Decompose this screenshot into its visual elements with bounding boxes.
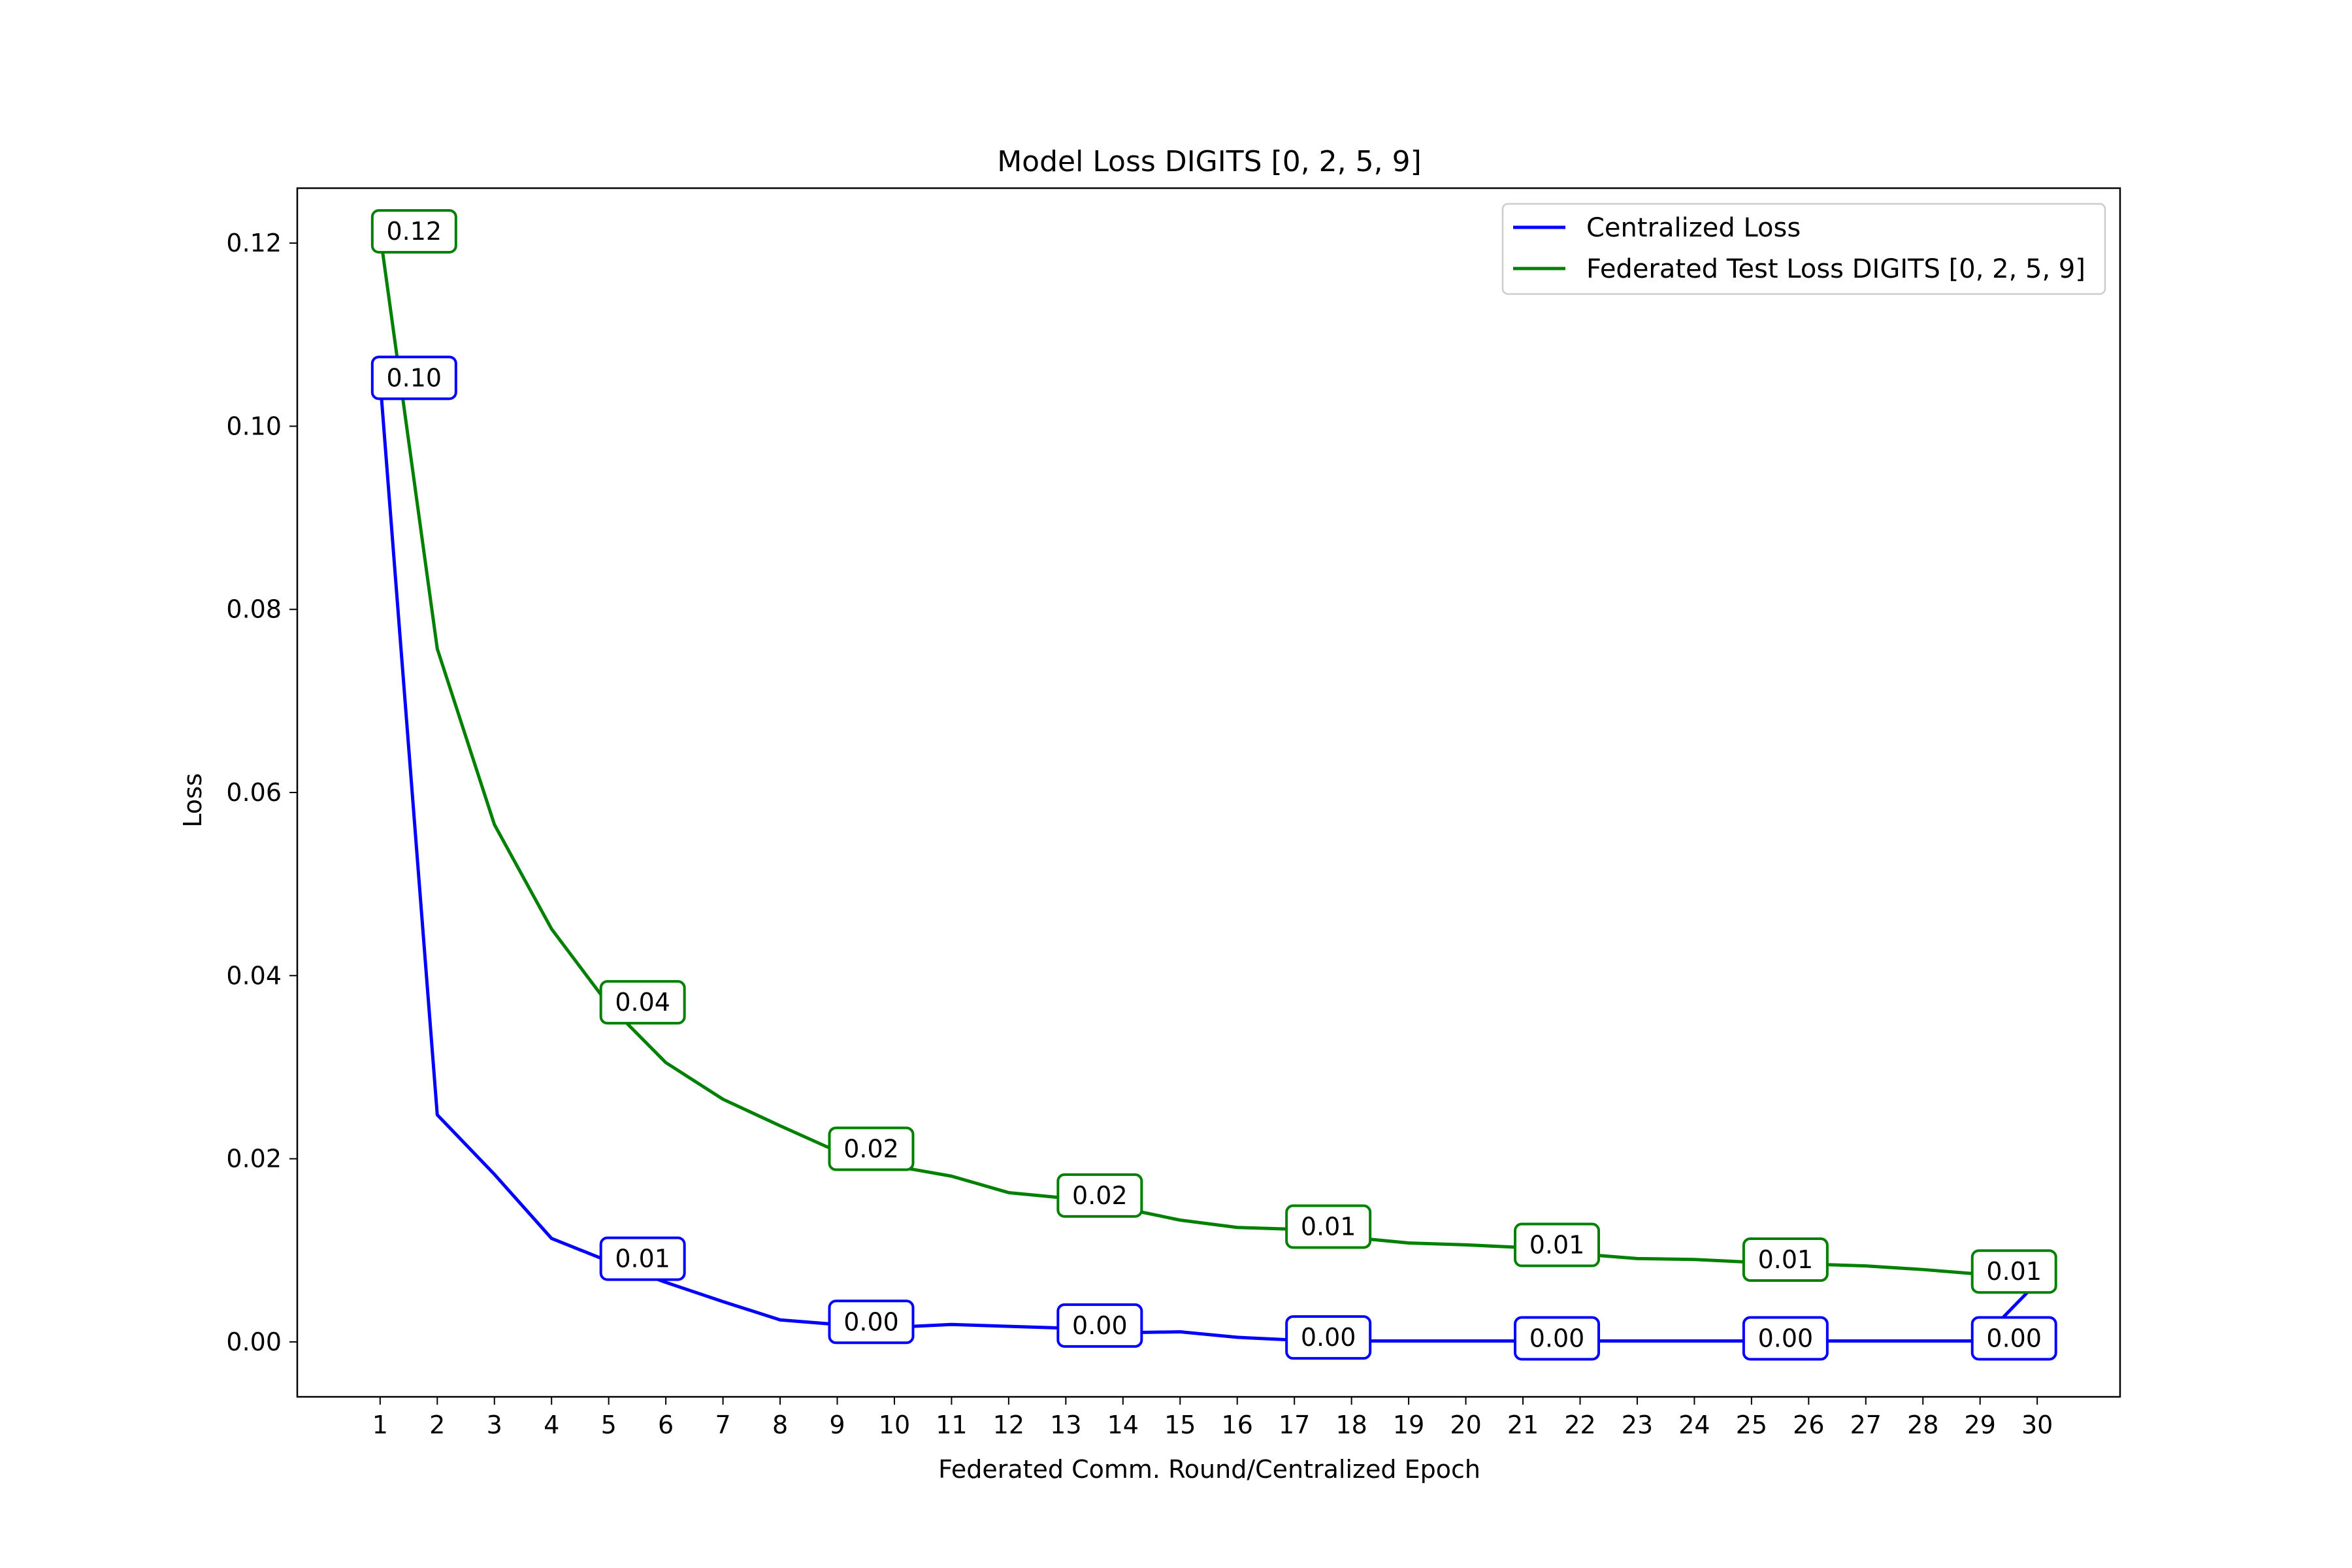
- x-tick-label: 11: [936, 1411, 967, 1439]
- x-tick-label: 3: [487, 1411, 502, 1439]
- x-tick-label: 1: [372, 1411, 388, 1439]
- data-label-text: 0.10: [387, 363, 442, 392]
- legend-label: Centralized Loss: [1586, 213, 1801, 243]
- data-label-text: 0.01: [1758, 1245, 1814, 1274]
- x-tick-label: 14: [1107, 1411, 1139, 1439]
- data-label: 0.01: [1970, 1249, 2057, 1294]
- x-tick-label: 2: [429, 1411, 445, 1439]
- x-tick-label: 22: [1564, 1411, 1595, 1439]
- data-label: 0.01: [1742, 1237, 1829, 1282]
- data-label-box: [599, 1236, 686, 1281]
- axes: 1 2 3 4 5 6 7 8 9 10 11 12 13 14 15 16 17 18 19 20 21 22 23 24 2…: [226, 187, 2121, 1439]
- y-tick-label: 0.06: [226, 778, 282, 807]
- legend-label: Federated Test Loss DIGITS [0, 2, 5, 9]: [1586, 254, 2085, 284]
- data-label: 0.00: [1285, 1315, 1372, 1360]
- data-label-box: [1742, 1237, 1829, 1282]
- data-label-box: [1285, 1315, 1372, 1360]
- data-label: 0.01: [1514, 1222, 1601, 1267]
- data-label: 0.00: [1970, 1316, 2057, 1361]
- data-label-text: 0.00: [843, 1307, 899, 1336]
- data-label: 0.00: [1514, 1316, 1601, 1361]
- plot-area: 0.10 0.01 0.00 0.00 0.00 0.00 0.00 0.00 0.12 0.04…: [370, 209, 2057, 1361]
- y-tick-label: 0.12: [226, 229, 282, 257]
- data-label-text: 0.00: [1529, 1324, 1585, 1353]
- data-label-box: [1970, 1249, 2057, 1294]
- x-tick-label: 12: [993, 1411, 1024, 1439]
- data-label-text: 0.01: [1529, 1231, 1585, 1260]
- data-label: 0.04: [599, 980, 686, 1025]
- data-label-box: [1742, 1316, 1829, 1361]
- data-label-text: 0.01: [1301, 1213, 1356, 1241]
- x-tick-label: 23: [1622, 1411, 1653, 1439]
- x-tick-label: 26: [1793, 1411, 1824, 1439]
- data-label-box: [370, 355, 457, 400]
- x-tick-label: 18: [1335, 1411, 1367, 1439]
- data-label-box: [599, 980, 686, 1025]
- x-tick-label: 7: [715, 1411, 730, 1439]
- data-label: 0.02: [1056, 1173, 1143, 1218]
- data-label-text: 0.01: [615, 1245, 670, 1273]
- x-tick-label: 4: [544, 1411, 559, 1439]
- data-label-text: 0.00: [1758, 1324, 1814, 1353]
- x-tick-label: 15: [1164, 1411, 1196, 1439]
- x-tick-label: 19: [1393, 1411, 1424, 1439]
- y-tick-label: 0.04: [226, 961, 282, 990]
- x-tick-label: 8: [772, 1411, 788, 1439]
- x-tick-label: 5: [601, 1411, 617, 1439]
- data-label-box: [1970, 1316, 2057, 1361]
- data-label: 0.10: [370, 355, 457, 400]
- data-label: 0.01: [599, 1236, 686, 1281]
- x-tick-label: 29: [1965, 1411, 1996, 1439]
- data-label: 0.00: [1056, 1303, 1143, 1348]
- y-axis-label: Loss: [178, 773, 207, 827]
- x-tick-label: 6: [658, 1411, 674, 1439]
- x-tick-label: 21: [1507, 1411, 1539, 1439]
- data-label-text: 0.01: [1986, 1257, 2042, 1286]
- x-tick-label: 17: [1279, 1411, 1310, 1439]
- x-tick-label: 10: [879, 1411, 910, 1439]
- data-label-box: [828, 1126, 915, 1171]
- x-tick-label: 25: [1736, 1411, 1767, 1439]
- data-label-box: [1514, 1316, 1601, 1361]
- data-label: 0.02: [828, 1126, 915, 1171]
- data-label-text: 0.00: [1986, 1324, 2042, 1353]
- data-label-box: [370, 209, 457, 254]
- chart-title: Model Loss DIGITS [0, 2, 5, 9]: [997, 145, 1422, 178]
- legend: Centralized Loss Federated Test Loss DIGI…: [1501, 203, 2106, 295]
- x-tick-label: 30: [2021, 1411, 2053, 1439]
- data-label: 0.00: [828, 1299, 915, 1345]
- x-tick-label: 16: [1222, 1411, 1253, 1439]
- data-label-box: [1056, 1303, 1143, 1348]
- data-label-text: 0.02: [1072, 1181, 1128, 1210]
- data-label-box: [828, 1299, 915, 1345]
- x-tick-label: 24: [1678, 1411, 1710, 1439]
- data-label-box: [1056, 1173, 1143, 1218]
- data-label-text: 0.00: [1301, 1323, 1356, 1352]
- data-label-box: [1514, 1222, 1601, 1267]
- data-label-text: 0.00: [1072, 1311, 1128, 1340]
- legend-frame: [1501, 203, 2106, 295]
- x-tick-label: 13: [1050, 1411, 1081, 1439]
- data-label: 0.01: [1285, 1204, 1372, 1249]
- y-tick-label: 0.08: [226, 595, 282, 624]
- y-tick-label: 0.02: [226, 1145, 282, 1173]
- x-tick-label: 9: [829, 1411, 845, 1439]
- data-label: 0.00: [1742, 1316, 1829, 1361]
- data-label-text: 0.12: [387, 217, 442, 246]
- y-tick-label: 0.00: [226, 1328, 282, 1356]
- x-tick-label: 27: [1850, 1411, 1882, 1439]
- x-tick-label: 20: [1450, 1411, 1481, 1439]
- data-label-box: [1285, 1204, 1372, 1249]
- y-tick-label: 0.10: [226, 412, 282, 440]
- data-label-text: 0.04: [615, 988, 670, 1017]
- data-label: 0.12: [370, 209, 457, 254]
- data-label-text: 0.02: [843, 1134, 899, 1163]
- x-tick-label: 28: [1907, 1411, 1938, 1439]
- x-axis-label: Federated Comm. Round/Centralized Epoch: [938, 1455, 1480, 1484]
